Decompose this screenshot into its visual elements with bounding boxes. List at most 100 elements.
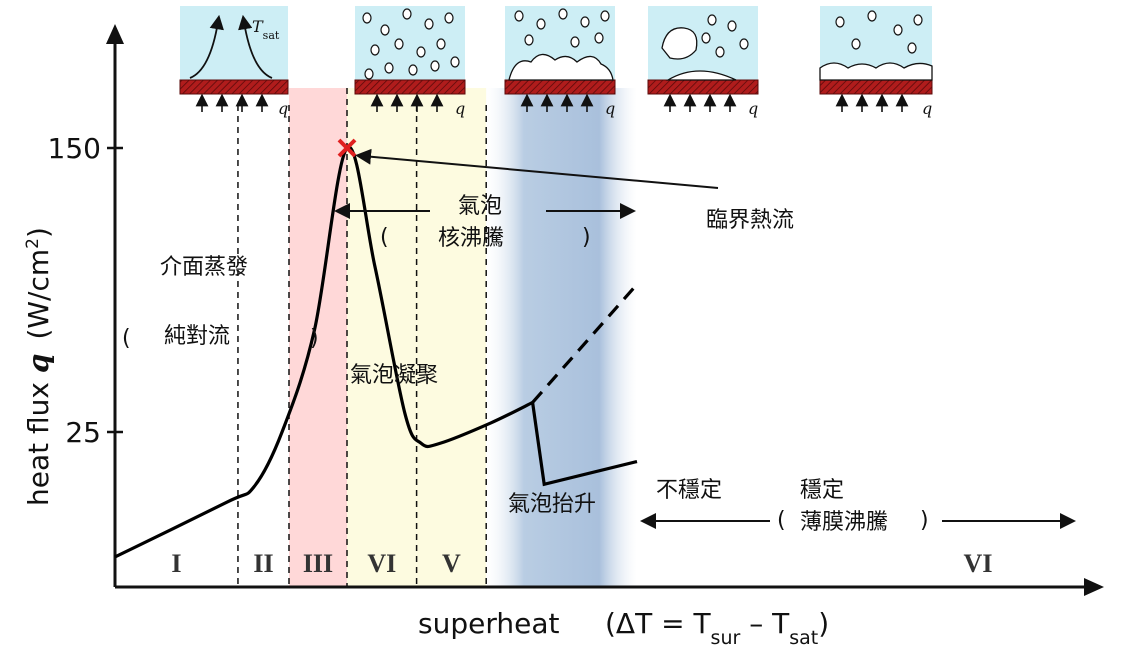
vapor-slug: [661, 27, 698, 60]
vapor-bubble: [380, 24, 390, 36]
tsat-label: Tsat: [252, 17, 280, 42]
film-boiling-curve: [531, 402, 638, 487]
region-numeral: III: [303, 549, 333, 578]
inset-fluid: [180, 6, 288, 80]
inset-slugs-columns: q: [504, 6, 616, 118]
critical-heat-flux-label: 臨界熱流: [706, 208, 794, 233]
paren-open: (: [777, 508, 786, 533]
vapor-bubble: [444, 12, 454, 24]
vapor-patch: [665, 70, 737, 81]
vapor-bubble: [402, 8, 412, 20]
heater-plate: [819, 79, 933, 95]
boiling-insets: q Tsat q q q q: [179, 6, 933, 118]
paren-open: (: [122, 326, 131, 351]
paren-close: ): [582, 225, 591, 250]
inset-q-label: q: [278, 99, 288, 118]
inset-q-label: q: [748, 99, 758, 118]
vapor-bubble: [907, 42, 917, 54]
region-6-band: [486, 88, 637, 587]
vapor-bubble: [913, 14, 923, 26]
vapor-bubble: [727, 20, 737, 32]
inset-convection: q Tsat: [179, 6, 289, 118]
vapor-bubble: [362, 12, 372, 24]
pure-convection-label: 純對流: [164, 324, 230, 349]
vapor-bubble: [835, 16, 845, 28]
vapor-bubble: [408, 64, 418, 76]
vapor-bubble: [715, 46, 725, 58]
regions-layer: [289, 88, 637, 587]
paren-close: ): [310, 326, 319, 351]
critical-heat-flux-marker: [337, 138, 357, 158]
vapor-bubble: [416, 46, 426, 58]
region-numeral: VI: [367, 549, 396, 578]
y-axis-label: heat flux q(W/cm2): [22, 227, 55, 506]
vapor-bubble: [707, 14, 717, 26]
inset-q-label: q: [605, 99, 615, 118]
region-numeral: I: [171, 549, 181, 578]
vapor-bubble: [867, 10, 877, 22]
unstable-label: 不穩定: [656, 478, 722, 503]
vapor-columns: [508, 53, 614, 81]
critical-marker-stroke: [337, 138, 357, 158]
critical-pointer-arrow: [355, 148, 719, 189]
inset-transition: q: [647, 6, 759, 118]
region-numeral: V: [442, 549, 461, 578]
vapor-bubble: [384, 62, 394, 74]
vapor-bubble: [739, 38, 749, 50]
region-dividers: [237, 88, 487, 587]
vapor-bubble: [558, 8, 568, 20]
bubble-coalescence-label: 氣泡凝聚: [350, 363, 438, 388]
nucleate-boiling-label-1: 氣泡: [458, 194, 502, 219]
region-numeral: VI: [964, 549, 993, 578]
convection-arrow: [238, 14, 273, 79]
paren-close: ): [920, 508, 929, 533]
y-tick-label: 25: [65, 416, 101, 449]
inset-isolated-bubbles: q: [354, 6, 466, 118]
vapor-bubble: [580, 16, 590, 28]
vapor-bubble: [524, 34, 534, 46]
vapor-bubble: [436, 38, 446, 50]
x-axis-arrowhead: [1084, 578, 1104, 596]
vapor-bubble: [450, 56, 460, 68]
x-axis-formula: (ΔT = Tsur – Tsat): [605, 607, 829, 649]
heater-plate: [504, 79, 616, 95]
vapor-bubble: [600, 10, 610, 22]
heater-plate: [179, 79, 289, 95]
vapor-bubble: [594, 32, 604, 44]
heater-plate: [647, 79, 759, 95]
vapor-bubble: [893, 24, 903, 36]
inset-q-label: q: [922, 99, 932, 118]
radiation-dashed-curve: [531, 283, 639, 404]
inset-q-label: q: [455, 99, 465, 118]
y-axis-arrowhead: [106, 24, 124, 44]
y-tick-label: 150: [48, 132, 101, 165]
inset-film: q: [819, 6, 933, 118]
vapor-bubble: [430, 60, 440, 72]
stable-label: 穩定: [800, 478, 844, 503]
vapor-bubble: [851, 38, 861, 50]
vapor-bubble: [364, 68, 374, 80]
convection-arrow: [189, 14, 224, 79]
vapor-film: [819, 62, 933, 81]
bubble-lift-label: 氣泡抬升: [508, 492, 596, 517]
curve-layer: [114, 138, 719, 559]
axes: 150 25: [48, 24, 1104, 596]
film-boiling-label: 薄膜沸騰: [800, 510, 888, 535]
interface-evaporation-label: 介面蒸發: [160, 255, 248, 280]
vapor-bubble: [536, 18, 546, 30]
region-3-band: [289, 88, 347, 587]
vapor-bubble: [570, 36, 580, 48]
vapor-bubble: [394, 38, 404, 50]
paren-open: (: [380, 225, 389, 250]
vapor-bubble: [424, 18, 434, 30]
heater-plate: [354, 79, 466, 95]
vapor-bubble: [370, 44, 380, 56]
nucleate-boiling-label-2: 核沸騰: [438, 226, 504, 251]
region-numeral: II: [253, 549, 273, 578]
vapor-bubble: [701, 32, 711, 44]
labels-layer: I II III VI V VI臨界熱流介面蒸發(純對流)氣泡(核沸騰)氣泡凝聚氣泡抬升不…: [122, 194, 1076, 578]
region-5-band: [416, 88, 487, 587]
x-axis-label: superheat: [418, 607, 559, 640]
vapor-bubble: [514, 10, 524, 22]
